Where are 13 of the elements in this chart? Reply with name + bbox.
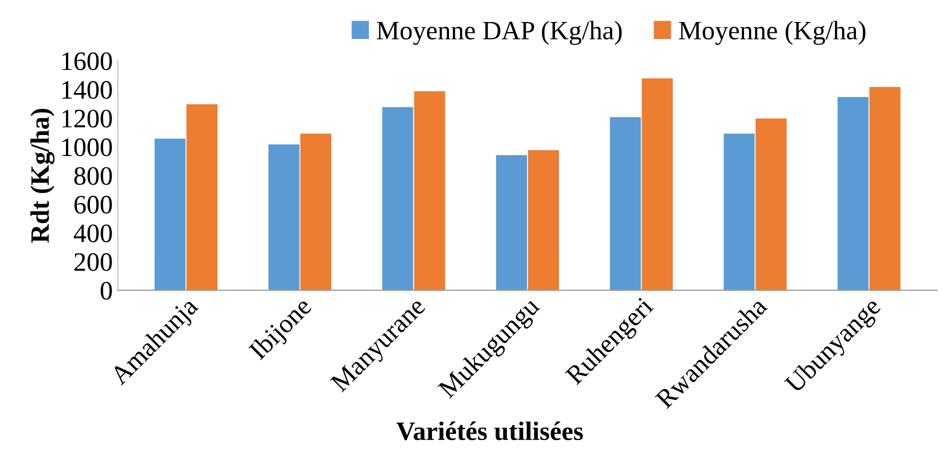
legend-label: Moyenne DAP (Kg/ha) — [376, 20, 622, 45]
y-tick-label: 1200 — [62, 110, 112, 128]
x-axis-title: Variétés utilisées — [396, 422, 583, 440]
y-tick-label: 1600 — [62, 52, 112, 70]
y-axis-title: Rdt (Kg/ha) — [30, 108, 55, 243]
y-tick-label: 200 — [74, 253, 112, 271]
y-tick-label: 0 — [100, 282, 112, 300]
y-tick-label: 1400 — [62, 81, 112, 99]
y-tick-label: 600 — [74, 196, 112, 214]
y-tick-label: 800 — [74, 167, 112, 185]
y-tick-label: 400 — [74, 224, 112, 242]
legend-label: Moyenne (Kg/ha) — [679, 20, 866, 45]
y-tick-label: 1000 — [62, 138, 112, 156]
